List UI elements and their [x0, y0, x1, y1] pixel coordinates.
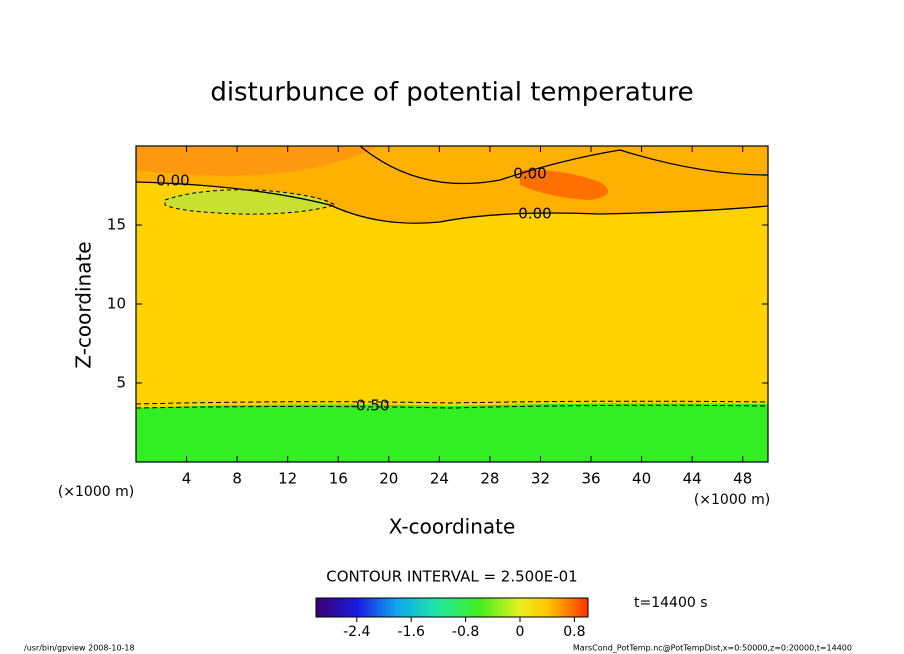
chart-title: disturbunce of potential temperature: [210, 78, 693, 108]
contour-label: -0.50: [351, 397, 390, 415]
colorbar-tick-label: -0.8: [452, 624, 479, 640]
contour-label: 0.00: [518, 205, 551, 223]
x-tick-label: 40: [632, 470, 651, 488]
x-tick-label: 20: [379, 470, 398, 488]
colorbar-tick-label: -1.6: [398, 624, 425, 640]
x-tick-label: 28: [480, 470, 499, 488]
x-tick-label: 4: [182, 470, 192, 488]
colorbar-tick-label: 0.8: [563, 624, 585, 640]
contour-label: 0.00: [513, 165, 546, 183]
contour-interval: CONTOUR INTERVAL = 2.500E-01: [326, 568, 577, 586]
field: [135, 145, 769, 462]
x-tick-label: 48: [733, 470, 752, 488]
x-tick-label: 24: [430, 470, 449, 488]
colorbar-tick-label: -2.4: [343, 624, 370, 640]
footer-right: MarsCond_PotTemp.nc@PotTempDist,x=0:5000…: [573, 644, 852, 653]
contour-label: 0.00: [156, 172, 189, 190]
x-tick-label: 36: [581, 470, 600, 488]
footer-left: /usr/bin/gpview 2008-10-18: [24, 644, 135, 653]
time-label: t=14400 s: [634, 595, 708, 611]
y-axis-label: Z-coordinate: [72, 241, 96, 368]
y-tick-label: 5: [116, 374, 126, 392]
y-tick-label: 15: [107, 216, 126, 234]
x-unit-label: (×1000 m): [58, 484, 134, 500]
x-axis-label: X-coordinate: [389, 515, 516, 539]
colorbar-tick-label: 0: [516, 624, 525, 640]
x-tick-label: 8: [232, 470, 242, 488]
x-tick-label: 44: [683, 470, 702, 488]
x-tick-label: 32: [531, 470, 550, 488]
y-tick-label: 10: [107, 295, 126, 313]
colorbar: [315, 597, 589, 618]
x-unit-label: (×1000 m): [694, 492, 770, 508]
x-tick-label: 16: [329, 470, 348, 488]
x-tick-label: 12: [278, 470, 297, 488]
